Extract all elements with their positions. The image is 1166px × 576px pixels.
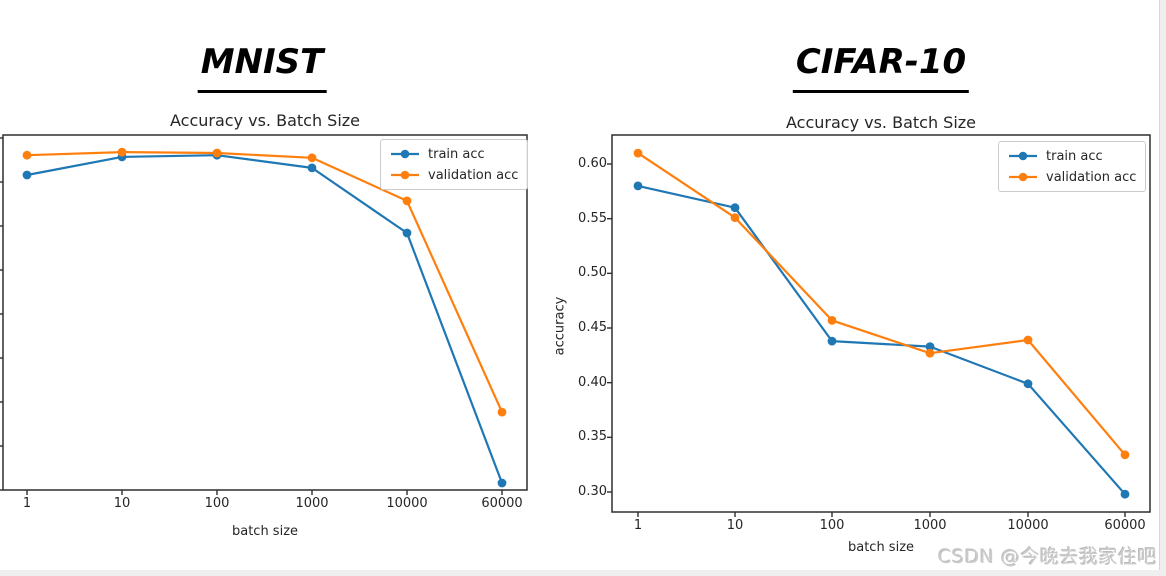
page-bottom-edge [0, 570, 1166, 576]
legend-entry-train: train acc [1008, 147, 1136, 165]
train-line-marker-icon [1009, 151, 1037, 161]
cifar10-point-validation-acc [730, 213, 740, 223]
cifar10-x-tick-label: 100 [819, 518, 845, 533]
legend-label: train acc [428, 146, 485, 162]
mnist-point-validation-acc [212, 148, 222, 158]
cifar10-legend: train acc validation acc [998, 141, 1147, 192]
cifar10-x-tick-label: 10 [726, 518, 744, 533]
mnist-x-tick-label: 10000 [386, 496, 428, 511]
legend-entry-validation: validation acc [1008, 168, 1136, 186]
cifar10-y-tick-label: 0.35 [578, 429, 607, 445]
cifar10-y-tick-label: 0.55 [578, 210, 607, 226]
legend-label: validation acc [1046, 169, 1137, 185]
validation-line-marker-icon [391, 170, 419, 180]
cifar10-point-validation-acc [1023, 335, 1033, 345]
mnist-point-validation-acc [22, 150, 32, 160]
cifar10-point-validation-acc [827, 316, 837, 325]
cifar10-y-tick-label: 0.45 [578, 320, 607, 335]
cifar10-point-train-acc [827, 336, 837, 346]
mnist-point-validation-acc [402, 196, 412, 206]
cifar10-chart-title: Accuracy vs. Batch Size [785, 113, 977, 132]
legend-label: validation acc [428, 167, 519, 183]
cifar10-xlabel: batch size [847, 540, 915, 555]
mnist-x-tick-label: 100 [204, 496, 230, 511]
legend-entry-validation: validation acc [390, 166, 518, 184]
cifar10-line-train-acc [637, 184, 1126, 495]
mnist-xlabel: batch size [231, 524, 299, 539]
mnist-point-validation-acc [307, 153, 317, 163]
cifar10-point-train-acc [1023, 379, 1033, 389]
train-line-marker-icon [391, 149, 419, 159]
cifar10-point-train-acc [1120, 489, 1130, 499]
cifar10-x-tick-label: 1000 [913, 518, 947, 533]
legend-label: train acc [1046, 148, 1103, 164]
mnist-point-train-acc [307, 163, 317, 173]
mnist-heading-text: MNIST [197, 42, 327, 93]
cifar10-heading: CIFAR-10 [792, 42, 970, 93]
cifar10-point-train-acc [730, 203, 740, 213]
cifar10-point-validation-acc [925, 348, 935, 358]
mnist-legend: train acc validation acc [380, 139, 529, 190]
cifar10-point-validation-acc [633, 148, 643, 158]
cifar10-point-validation-acc [1120, 450, 1130, 460]
csdn-watermark: CSDN @今晚去我家住吧 [938, 546, 1157, 568]
cifar10-y-tick-label: 0.50 [578, 265, 607, 281]
cifar10-heading-text: CIFAR-10 [792, 42, 970, 93]
mnist-x-tick-label: 60000 [481, 496, 523, 511]
mnist-point-validation-acc [117, 147, 127, 157]
cifar10-y-tick-label: 0.60 [578, 156, 607, 171]
mnist-line-validation-acc [26, 151, 504, 413]
cifar10-point-train-acc [633, 181, 643, 191]
mnist-x-tick-label: 1000 [295, 496, 329, 511]
cifar10-x-tick-label: 1 [633, 518, 643, 533]
mnist-point-train-acc [402, 228, 412, 238]
mnist-x-tick-label: 1 [22, 496, 32, 511]
page-right-edge [1159, 0, 1166, 576]
validation-line-marker-icon [1009, 172, 1037, 182]
cifar10-x-tick-label: 10000 [1007, 518, 1049, 533]
cifar10-y-tick-label: 0.40 [578, 374, 607, 390]
mnist-x-tick-label: 10 [113, 496, 131, 511]
cifar10-x-tick-label: 60000 [1104, 518, 1146, 533]
cifar10-plot-frame [611, 134, 1151, 513]
cifar10-point-train-acc [925, 342, 935, 351]
mnist-point-validation-acc [497, 407, 507, 417]
mnist-plot-frame [2, 134, 528, 491]
mnist-line-train-acc [26, 154, 504, 484]
mnist-chart-title: Accuracy vs. Batch Size [169, 111, 361, 130]
cifar10-line-validation-acc [637, 152, 1126, 456]
mnist-point-train-acc [497, 478, 507, 488]
mnist-point-train-acc [22, 170, 32, 180]
cifar10-y-tick-label: 0.30 [578, 484, 607, 499]
legend-entry-train: train acc [390, 145, 518, 163]
mnist-heading: MNIST [197, 42, 327, 93]
